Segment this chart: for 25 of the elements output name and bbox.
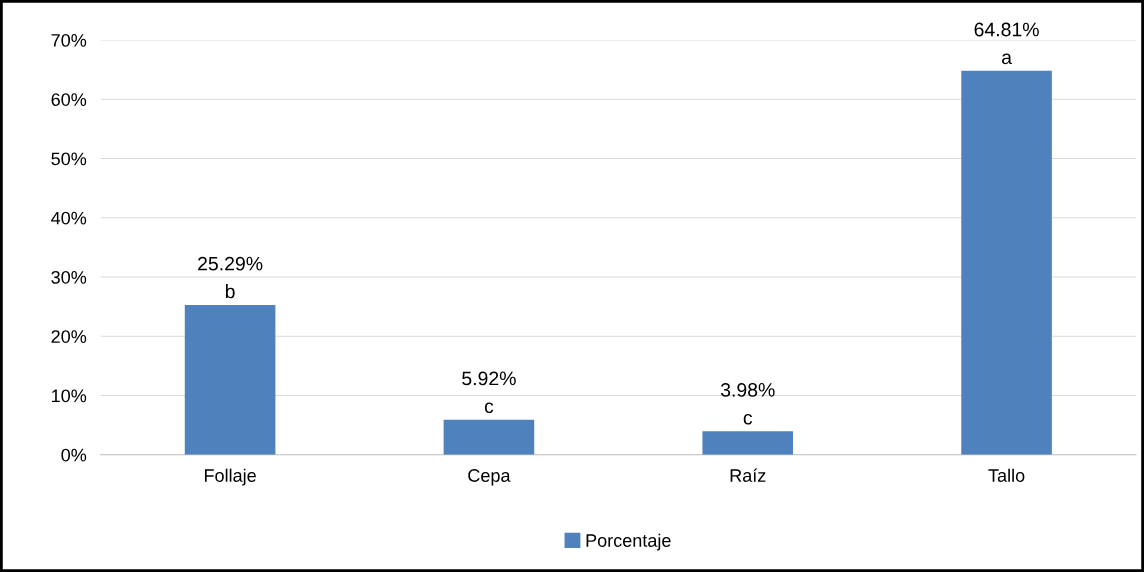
data-label: 64.81% [974,22,1039,37]
y-tick-label: 60% [51,93,87,106]
y-tick-label: 20% [51,330,87,343]
data-label: 5.92% [462,371,516,386]
x-tick-label: Cepa [468,469,511,486]
y-tick-label: 30% [51,270,87,284]
annotation: c [743,413,753,425]
y-tick-label: 10% [52,389,87,403]
data-label: 3.98% [720,382,775,397]
annotation: b [225,284,235,299]
y-tick-label: 40% [51,211,87,225]
bar [702,431,794,455]
x-tick-label: Follaje [204,468,256,486]
y-tick-label: 50% [51,152,87,166]
annotation: c [484,402,494,414]
data-label: 25.29% [198,256,263,271]
x-tick-label: Raíz [730,468,766,482]
y-tick-label: 70% [51,33,87,47]
bar [443,419,535,455]
y-tick-label: 0% [61,448,87,462]
annotation: a [1002,53,1012,65]
legend-label: Porcentaje [586,533,671,551]
x-tick-label: Tallo [988,468,1025,482]
bar [184,304,276,455]
bar [961,70,1052,455]
